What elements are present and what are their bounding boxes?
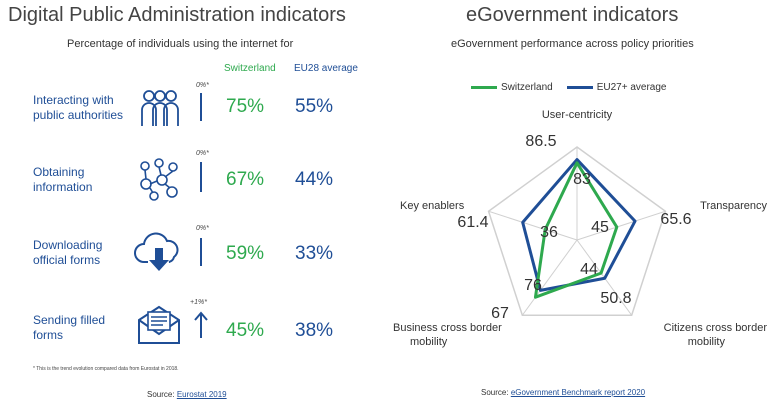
- value-switzerland-obtaining: 67%: [226, 169, 264, 191]
- data-label-eu: 65.6: [660, 211, 691, 228]
- column-header-switzerland: Switzerland: [224, 63, 276, 74]
- value-switzerland-downloading: 59%: [226, 243, 264, 265]
- left-title: Digital Public Administration indicators: [8, 4, 346, 27]
- trend-downloading: 0%*: [196, 225, 209, 232]
- egov-benchmark-source-link[interactable]: eGovernment Benchmark report 2020: [511, 388, 645, 397]
- legend-label-eu: EU27+ average: [597, 82, 667, 93]
- data-label-eu: 61.4: [457, 214, 488, 231]
- data-label-eu: 67: [491, 305, 509, 322]
- legend-swatch-eu: [567, 86, 593, 89]
- value-eu-interacting: 55%: [295, 96, 333, 118]
- trend-bar-downloading: [200, 238, 202, 266]
- right-source: Source: eGovernment Benchmark report 202…: [481, 388, 645, 397]
- data-label-switzerland: 76: [524, 277, 542, 294]
- right-subtitle: eGovernment performance across policy pr…: [451, 38, 694, 50]
- data-label-switzerland: 36: [540, 224, 558, 241]
- footnote: * This is the trend evolution compared d…: [33, 366, 179, 372]
- value-eu-sending: 38%: [295, 320, 333, 342]
- radar-chart: User-centricity Transparency Citizens cros…: [380, 100, 775, 360]
- column-header-eu28: EU28 average: [294, 63, 358, 74]
- axis-label: mobility: [410, 336, 448, 348]
- trend-bar-interacting: [200, 93, 202, 121]
- value-switzerland-sending: 45%: [226, 320, 264, 342]
- envelope-document-icon: [136, 304, 182, 346]
- row-label-interacting: Interacting with public authorities: [33, 93, 123, 123]
- cloud-download-icon: [134, 230, 184, 274]
- data-label-eu: 50.8: [600, 290, 631, 307]
- value-eu-obtaining: 44%: [295, 169, 333, 191]
- row-label-obtaining: Obtaining information: [33, 165, 92, 195]
- row-label-downloading: Downloading official forms: [33, 238, 102, 268]
- legend-swatch-switzerland: [471, 86, 497, 89]
- left-subtitle: Percentage of individuals using the inte…: [67, 38, 293, 50]
- axis-label: Transparency: [700, 200, 767, 212]
- value-switzerland-interacting: 75%: [226, 96, 264, 118]
- trend-bar-obtaining: [200, 162, 202, 192]
- data-label-switzerland: 45: [591, 219, 609, 236]
- axis-label: mobility: [688, 336, 726, 348]
- axis-label: Business cross border: [393, 322, 502, 334]
- legend-label-switzerland: Switzerland: [501, 82, 553, 93]
- network-people-icon: [136, 158, 182, 202]
- radar-spoke: [489, 211, 577, 240]
- data-label-eu: 86.5: [525, 133, 556, 150]
- value-eu-downloading: 33%: [295, 243, 333, 265]
- right-title: eGovernment indicators: [466, 4, 678, 27]
- left-source: Source: Eurostat 2019: [147, 390, 227, 399]
- axis-label: Key enablers: [400, 200, 465, 212]
- trend-up-arrow-icon: [193, 311, 209, 339]
- row-label-sending: Sending filled forms: [33, 313, 105, 343]
- data-label-switzerland: 44: [580, 261, 598, 278]
- chart-legend: Switzerland EU27+ average: [471, 82, 666, 93]
- axis-label: Citizens cross border: [664, 322, 768, 334]
- eurostat-source-link[interactable]: Eurostat 2019: [177, 390, 227, 399]
- axis-label: User-centricity: [542, 109, 613, 121]
- trend-obtaining: 0%*: [196, 150, 209, 157]
- trend-interacting: 0%*: [196, 82, 209, 89]
- people-group-icon: [138, 88, 182, 130]
- trend-sending: +1%*: [190, 299, 207, 306]
- data-label-switzerland: 83: [573, 171, 591, 188]
